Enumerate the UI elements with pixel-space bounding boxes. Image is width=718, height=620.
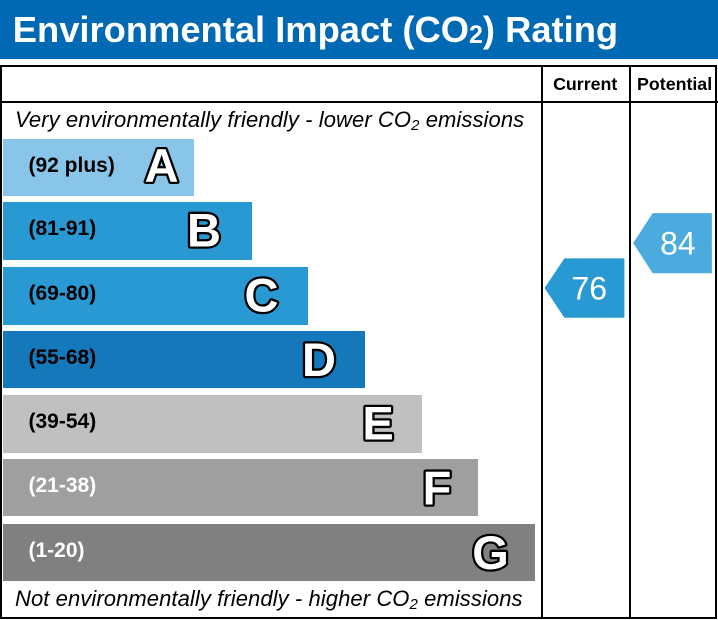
- svg-text:B: B: [187, 204, 221, 257]
- svg-text:84: 84: [660, 226, 696, 262]
- svg-text:F: F: [423, 461, 452, 514]
- svg-text:A: A: [145, 139, 179, 192]
- svg-text:E: E: [362, 397, 393, 450]
- svg-text:C: C: [245, 269, 279, 322]
- svg-text:D: D: [302, 333, 336, 386]
- svg-text:G: G: [472, 526, 509, 579]
- svg-text:76: 76: [572, 270, 608, 306]
